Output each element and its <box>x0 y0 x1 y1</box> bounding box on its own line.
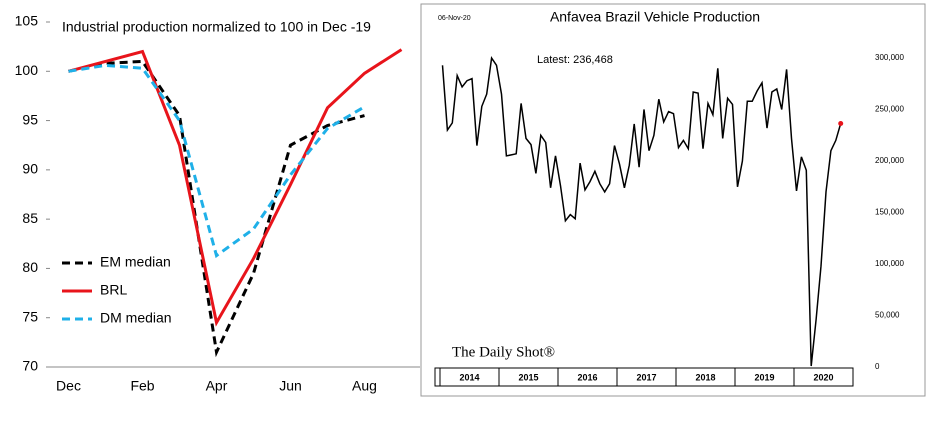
x-tick-label: Apr <box>206 378 228 394</box>
series-line <box>441 55 842 367</box>
legend-label: EM median <box>100 254 171 270</box>
x-tick-label: 2019 <box>754 372 774 382</box>
y-tick-label: 300,000 <box>875 53 904 62</box>
y-tick-label: 70 <box>22 358 38 374</box>
y-tick-label: 75 <box>22 308 38 324</box>
y-tick-label: 85 <box>22 210 38 226</box>
y-tick-label: 0 <box>875 362 880 371</box>
x-tick-label: 2017 <box>636 372 656 382</box>
x-tick-label: Aug <box>352 378 377 394</box>
left-title: Industrial production normalized to 100 … <box>62 19 371 35</box>
y-tick-label: 105 <box>15 13 39 29</box>
date: 06-Nov-20 <box>438 15 471 22</box>
x-tick-label: 2015 <box>518 372 538 382</box>
legend-label: DM median <box>100 310 172 326</box>
series-line <box>68 59 365 358</box>
watermark: The Daily Shot® <box>452 344 555 360</box>
y-tick-label: 150,000 <box>875 208 904 217</box>
y-tick-label: 200,000 <box>875 156 904 165</box>
x-tick-label: 2014 <box>459 372 479 382</box>
y-tick-label: 50,000 <box>875 311 900 320</box>
y-tick-label: 100,000 <box>875 259 904 268</box>
x-tick-label: Feb <box>130 378 154 394</box>
x-tick-label: 2018 <box>695 372 715 382</box>
right-frame <box>420 3 926 397</box>
y-tick-label: 95 <box>22 111 38 127</box>
latest-point <box>838 120 844 126</box>
series-line <box>68 63 366 259</box>
right-title: Anfavea Brazil Vehicle Production <box>550 9 760 25</box>
x-tick-label: Dec <box>56 378 81 394</box>
y-tick-label: 100 <box>15 62 39 78</box>
y-tick-label: 80 <box>22 259 38 275</box>
series-line <box>68 48 403 327</box>
x-tick-label: Jun <box>279 378 302 394</box>
x-tick-label: 2020 <box>813 372 833 382</box>
y-tick-label: 250,000 <box>875 105 904 114</box>
legend-label: BRL <box>100 282 127 298</box>
y-tick-label: 90 <box>22 161 38 177</box>
x-tick-label: 2016 <box>577 372 597 382</box>
x-axis-box <box>434 367 854 387</box>
latest-annotation: Latest: 236,468 <box>537 54 613 66</box>
